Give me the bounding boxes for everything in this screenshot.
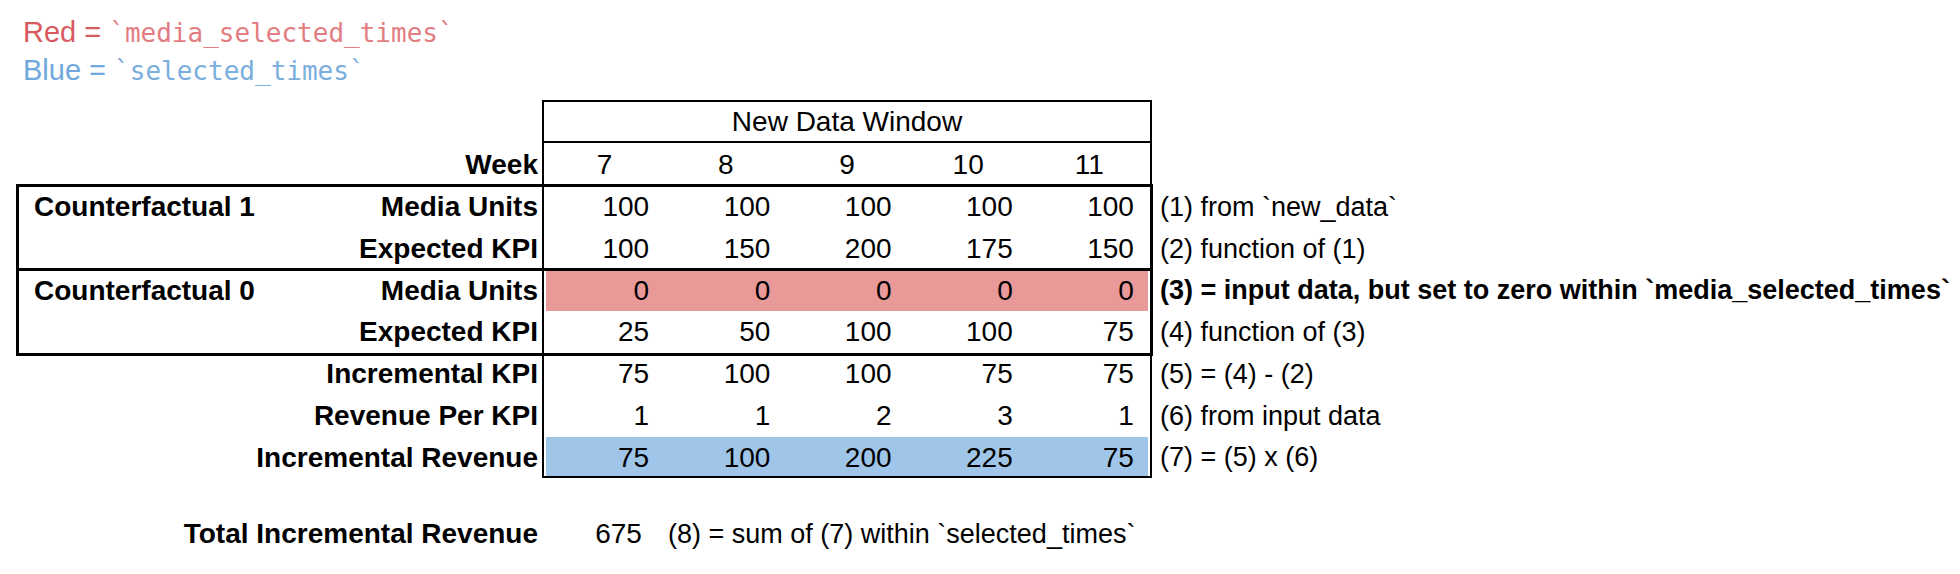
table-cell: 0	[665, 270, 786, 311]
table-row-incremental-kpi: 75 100 100 75 75	[544, 353, 1150, 395]
annotation-5: (5) = (4) - (2)	[1160, 353, 1314, 395]
table-cell: 100	[665, 186, 786, 228]
table-cell: 200	[786, 437, 907, 478]
legend-blue-code: `selected_times`	[114, 56, 364, 86]
table-cell: 0	[786, 270, 907, 311]
table-cell: 0	[908, 270, 1029, 311]
annotation-2: (2) function of (1)	[1160, 228, 1366, 270]
table-cell: 1	[544, 395, 665, 437]
counterfactual-table-figure: Red = `media_selected_times` Blue = `sel…	[0, 0, 1960, 574]
week-col: 7	[544, 143, 665, 186]
table-cell: 150	[665, 228, 786, 270]
table-cell: 0	[544, 270, 665, 311]
table-cell: 100	[908, 186, 1029, 228]
annotation-7: (7) = (5) x (6)	[1160, 437, 1318, 478]
table-row-revenue-per-kpi: 1 1 2 3 1	[544, 395, 1150, 437]
table-row-media-units-cf1: 100 100 100 100 100	[544, 186, 1150, 228]
table-cell: 25	[544, 311, 665, 353]
table-cell: 1	[665, 395, 786, 437]
legend-red: Red = `media_selected_times`	[23, 14, 454, 50]
week-col: 10	[908, 143, 1029, 186]
row-label: Media Units	[18, 186, 538, 228]
table-cell: 100	[908, 311, 1029, 353]
table-cell: 225	[908, 437, 1029, 478]
table-cell: 100	[786, 311, 907, 353]
table-cell: 100	[665, 437, 786, 478]
annotation-8: (8) = sum of (7) within `selected_times`	[668, 517, 1135, 551]
total-incremental-revenue-value: 675	[558, 517, 679, 551]
table-cell: 100	[544, 186, 665, 228]
legend-blue: Blue = `selected_times`	[23, 52, 365, 88]
row-label: Expected KPI	[18, 228, 538, 270]
table-cell: 150	[1029, 228, 1150, 270]
annotation-1: (1) from `new_data`	[1160, 186, 1397, 228]
week-row: 7 8 9 10 11	[544, 143, 1150, 186]
row-label: Incremental KPI	[18, 353, 538, 395]
table-cell: 75	[908, 353, 1029, 395]
table-cell: 75	[1029, 437, 1150, 478]
table-cell: 175	[908, 228, 1029, 270]
table-cell: 100	[786, 353, 907, 395]
table-cell: 200	[786, 228, 907, 270]
table-cell: 75	[544, 437, 665, 478]
table-row-expected-kpi-cf0: 25 50 100 100 75	[544, 311, 1150, 353]
table-row-incremental-revenue: 75 100 200 225 75	[544, 437, 1150, 478]
table-cell: 75	[544, 353, 665, 395]
total-incremental-revenue-label: Total Incremental Revenue	[18, 517, 538, 551]
legend-blue-label: Blue =	[23, 54, 114, 86]
table-cell: 100	[1029, 186, 1150, 228]
week-col: 11	[1029, 143, 1150, 186]
annotation-6: (6) from input data	[1160, 395, 1381, 437]
row-label: Expected KPI	[18, 311, 538, 353]
table-cell: 1	[1029, 395, 1150, 437]
table-cell: 100	[665, 353, 786, 395]
row-label: Revenue Per KPI	[18, 395, 538, 437]
annotation-4: (4) function of (3)	[1160, 311, 1366, 353]
table-cell: 50	[665, 311, 786, 353]
week-col: 8	[665, 143, 786, 186]
annotation-3: (3) = input data, but set to zero within…	[1160, 270, 1950, 311]
table-cell: 3	[908, 395, 1029, 437]
table-cell: 100	[786, 186, 907, 228]
table-row-expected-kpi-cf1: 100 150 200 175 150	[544, 228, 1150, 270]
table-cell: 2	[786, 395, 907, 437]
table-cell: 75	[1029, 311, 1150, 353]
legend-red-label: Red =	[23, 16, 109, 48]
row-label: Incremental Revenue	[18, 437, 538, 478]
week-col: 9	[786, 143, 907, 186]
table-cell: 100	[544, 228, 665, 270]
table-title: New Data Window	[544, 101, 1150, 143]
table-row-media-units-cf0: 0 0 0 0 0	[544, 270, 1150, 311]
table-cell: 75	[1029, 353, 1150, 395]
week-row-label: Week	[18, 143, 538, 186]
row-label: Media Units	[18, 270, 538, 311]
legend-red-code: `media_selected_times`	[109, 18, 453, 48]
table-cell: 0	[1029, 270, 1150, 311]
